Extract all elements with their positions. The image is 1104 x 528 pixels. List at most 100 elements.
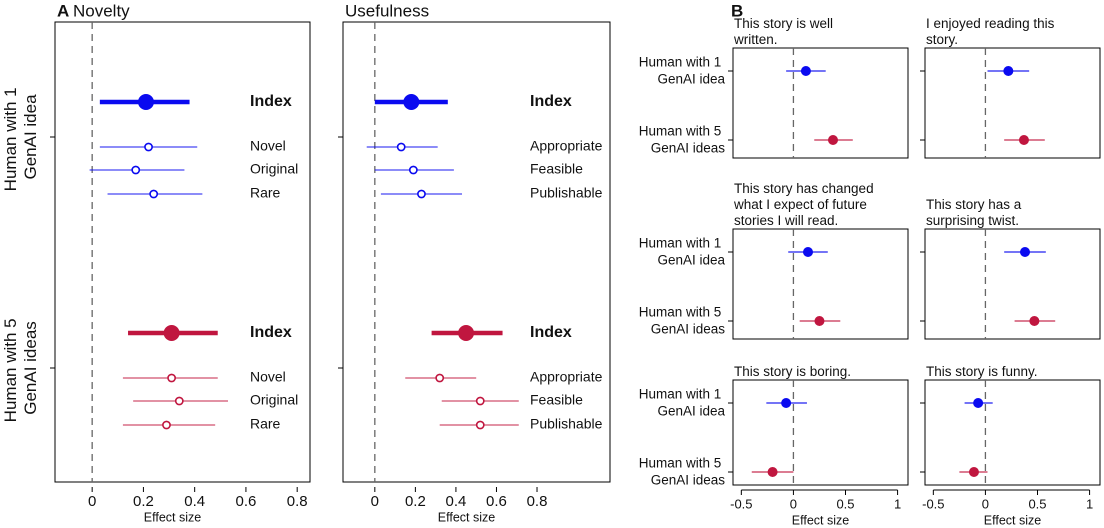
x-tick-label: 0 bbox=[371, 493, 379, 510]
point bbox=[968, 467, 979, 477]
y-tick-label: Human with 1 GenAI idea bbox=[639, 386, 726, 418]
point bbox=[396, 142, 406, 152]
plot-frame bbox=[924, 379, 1101, 486]
point bbox=[1018, 135, 1029, 145]
point bbox=[781, 398, 792, 408]
point bbox=[800, 66, 811, 76]
point bbox=[417, 189, 426, 199]
point bbox=[767, 467, 778, 477]
y-tick-label-line: GenAI ideas bbox=[651, 140, 726, 155]
chart-title: Novelty bbox=[73, 1, 130, 20]
chart-title-line: I enjoyed reading this bbox=[926, 16, 1058, 31]
x-tick-label: 0 bbox=[790, 496, 797, 511]
index-point bbox=[403, 94, 420, 110]
point bbox=[475, 396, 485, 406]
plot-frame bbox=[732, 379, 909, 486]
index-point bbox=[137, 94, 154, 110]
chart-title: This story is well written. bbox=[733, 16, 837, 47]
x-tick-label: 1 bbox=[1086, 496, 1093, 511]
chart-title-line: stories I will read. bbox=[734, 213, 838, 228]
item-label: Appropriate bbox=[530, 138, 603, 154]
chart-title: Usefulness bbox=[345, 1, 429, 20]
x-tick-label: -0.5 bbox=[922, 496, 944, 511]
y-tick-label: Human with 5 GenAI ideas bbox=[639, 455, 726, 487]
chart-title-line: This story is well bbox=[734, 16, 837, 31]
point bbox=[144, 142, 153, 152]
x-tick-label: 0.5 bbox=[836, 496, 854, 511]
chart-title: This story is funny. bbox=[926, 364, 1038, 379]
y-tick-label: Human with 5 GenAI ideas bbox=[639, 123, 726, 155]
point bbox=[1029, 316, 1040, 326]
x-tick-label: 0.4 bbox=[445, 493, 466, 510]
x-tick-label: 0.2 bbox=[405, 493, 426, 510]
item-label: Novel bbox=[250, 138, 286, 154]
y-tick-label-line: Human with 1 bbox=[639, 54, 725, 69]
x-axis-label: Effect size bbox=[792, 513, 849, 527]
item-label: Original bbox=[250, 161, 298, 177]
y-tick-label: Human with 5 GenAI ideas bbox=[639, 304, 726, 336]
chart-title-line: This story is funny. bbox=[926, 364, 1038, 379]
point bbox=[1020, 247, 1030, 257]
point bbox=[1003, 66, 1014, 76]
item-label: Feasible bbox=[530, 392, 583, 408]
point bbox=[814, 316, 825, 326]
point bbox=[435, 373, 445, 383]
x-tick-label: 0.5 bbox=[1028, 496, 1046, 511]
x-axis-label: Effect size bbox=[984, 513, 1041, 527]
x-axis-label: Effect size bbox=[144, 510, 201, 524]
y-tick-label: Human with 1 GenAI idea bbox=[639, 235, 726, 267]
y-tick-label-line: GenAI ideas bbox=[651, 321, 726, 336]
item-label: Feasible bbox=[530, 161, 583, 177]
chart-title: This story is boring. bbox=[734, 364, 851, 379]
point bbox=[174, 396, 184, 406]
chart-title-line: This story has a bbox=[926, 197, 1025, 212]
y-tick-label-line: GenAI idea bbox=[657, 252, 725, 267]
x-tick-label: 0.8 bbox=[527, 493, 548, 510]
point bbox=[408, 165, 418, 175]
y-tick-label-line: GenAI idea bbox=[657, 71, 725, 86]
y-label-group: Human with 5 GenAI ideas bbox=[1, 314, 40, 423]
x-axis-label: Effect size bbox=[438, 510, 495, 524]
item-label: Publishable bbox=[530, 416, 603, 432]
item-label: Index bbox=[530, 324, 572, 341]
x-tick-label: -0.5 bbox=[730, 496, 752, 511]
y-tick-label: Human with 1 GenAI idea bbox=[639, 54, 726, 86]
y-tick-label: Human with 5 GenAI ideas bbox=[1, 314, 40, 423]
chart-title-line: story. bbox=[926, 32, 958, 47]
y-tick-label-line: Human with 5 bbox=[639, 304, 725, 319]
point bbox=[475, 420, 485, 430]
y-tick-label-line: GenAI ideas bbox=[651, 472, 726, 487]
y-tick-label-line: GenAI ideas bbox=[21, 321, 40, 415]
point bbox=[167, 373, 177, 383]
y-tick-label: Human with 1 GenAI idea bbox=[1, 83, 40, 192]
chart-title-line: This story is boring. bbox=[734, 364, 851, 379]
point bbox=[162, 420, 171, 430]
x-tick-label: 0.2 bbox=[133, 493, 154, 510]
index-point bbox=[458, 325, 475, 341]
x-tick-label: 0.6 bbox=[486, 493, 507, 510]
plot-frame bbox=[732, 47, 909, 159]
panel-label: A bbox=[57, 1, 69, 20]
y-label-group: Human with 1 GenAI idea bbox=[1, 83, 40, 192]
y-tick-label-line: Human with 5 bbox=[639, 123, 725, 138]
chart-title: This story has a surprising twist. bbox=[926, 197, 1025, 228]
item-label: Novel bbox=[250, 369, 286, 385]
chart-title: I enjoyed reading this story. bbox=[926, 16, 1058, 47]
x-tick-label: 0.6 bbox=[235, 493, 256, 510]
item-label: Rare bbox=[250, 416, 281, 432]
item-label: Publishable bbox=[530, 185, 603, 201]
plot-frame bbox=[924, 228, 1101, 340]
x-tick-label: 0.4 bbox=[184, 493, 205, 510]
x-tick-label: 0.8 bbox=[287, 493, 308, 510]
y-tick-label-line: Human with 1 bbox=[639, 235, 725, 250]
plot-frame bbox=[54, 21, 311, 483]
point bbox=[149, 189, 159, 199]
y-tick-label-line: GenAI idea bbox=[657, 403, 725, 418]
item-label: Index bbox=[250, 324, 292, 341]
item-label: Rare bbox=[250, 185, 281, 201]
x-tick-label: 0 bbox=[88, 493, 96, 510]
plot-frame bbox=[924, 47, 1101, 159]
x-tick-label: 1 bbox=[894, 496, 901, 511]
point bbox=[803, 247, 813, 257]
chart-title-line: This story has changed bbox=[734, 181, 877, 196]
